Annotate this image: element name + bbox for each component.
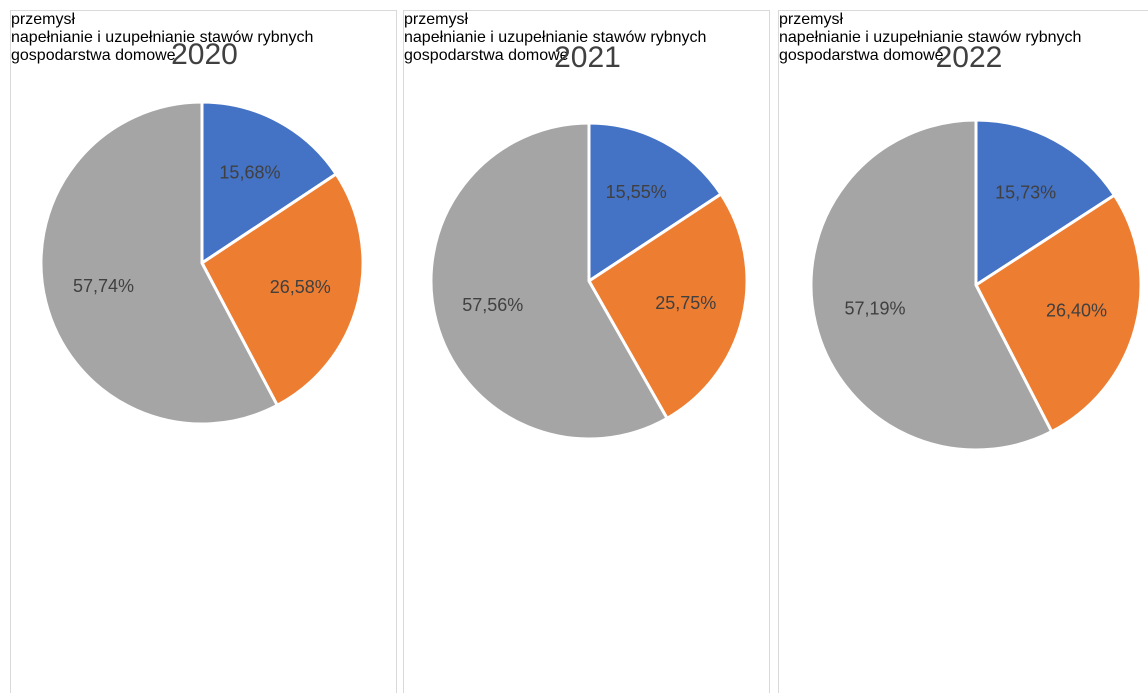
legend-item: przemysł <box>779 11 1148 29</box>
pie-slice <box>200 171 365 408</box>
legend-item: gospodarstwa domowe <box>11 47 396 65</box>
legend-item: gospodarstwa domowe <box>404 47 769 65</box>
pie-slice <box>587 121 724 284</box>
data-label: 15,55% <box>606 182 667 202</box>
data-label: 15,73% <box>995 182 1056 202</box>
pie-slice <box>429 121 670 441</box>
legend-label: napełnianie i uzupełnianie stawów rybnyc… <box>779 29 1082 46</box>
legend-label: gospodarstwa domowe <box>11 47 176 64</box>
data-label: 26,40% <box>1046 300 1107 320</box>
legend-item: napełnianie i uzupełnianie stawów rybnyc… <box>779 29 1148 47</box>
pie-slice <box>200 100 339 266</box>
chart-panel: 2022 15,73% 26,40% 57,19% przemysł napełniani… <box>778 10 1148 693</box>
legend-label: przemysł <box>404 11 469 28</box>
pie-slice <box>587 192 749 421</box>
data-label: 26,58% <box>270 277 331 297</box>
chart-panel: 2021 15,55% 25,75% 57,56% przemysł napełniani… <box>403 10 770 693</box>
chart-panel: 2020 15,68% 26,58% 57,74% przemysł napełniani… <box>10 10 397 693</box>
pie-slice <box>39 100 280 426</box>
chart-title: 2020 <box>171 38 238 71</box>
legend-label: przemysł <box>11 11 76 28</box>
pie-slice <box>809 118 1054 452</box>
pie-slice <box>974 118 1117 288</box>
legend-label: gospodarstwa domowe <box>404 47 569 64</box>
legend-item: napełnianie i uzupełnianie stawów rybnyc… <box>11 29 396 47</box>
legend-label: przemysł <box>779 11 844 28</box>
data-label: 57,19% <box>844 298 905 318</box>
data-label: 25,75% <box>655 293 716 313</box>
pie-slice <box>974 193 1143 434</box>
legend-label: gospodarstwa domowe <box>779 47 944 64</box>
legend-item: przemysł <box>11 11 396 29</box>
pie-chart: 2020 15,68% 26,58% 57,74% <box>39 38 365 426</box>
chart-title: 2022 <box>936 41 1003 74</box>
data-label: 15,68% <box>219 162 280 182</box>
legend-label: napełnianie i uzupełnianie stawów rybnyc… <box>11 29 314 46</box>
chart-title: 2021 <box>554 41 621 74</box>
legend-item: gospodarstwa domowe <box>779 47 1148 65</box>
legend-item: napełnianie i uzupełnianie stawów rybnyc… <box>404 29 769 47</box>
pie-chart: 2022 15,73% 26,40% 57,19% <box>809 41 1143 452</box>
data-label: 57,74% <box>73 276 134 296</box>
legend-item: przemysł <box>404 11 769 29</box>
pie-chart: 2021 15,55% 25,75% 57,56% <box>429 41 749 441</box>
data-label: 57,56% <box>462 295 523 315</box>
legend-label: napełnianie i uzupełnianie stawów rybnyc… <box>404 29 707 46</box>
